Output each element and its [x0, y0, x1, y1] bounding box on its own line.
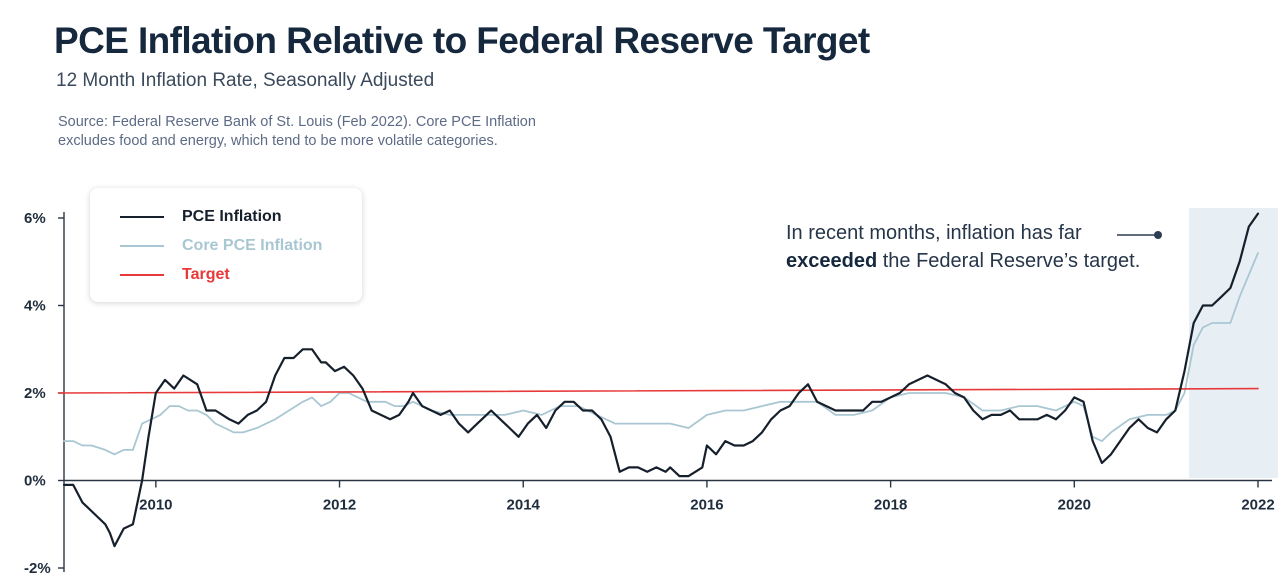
target-line [57, 387, 1259, 394]
source-note-line-1: Source: Federal Reserve Bank of St. Loui… [58, 114, 536, 130]
y-tick-label: 4% [24, 298, 46, 315]
legend-swatch-core-pce [120, 245, 164, 247]
y-tick-label: -2% [24, 560, 51, 577]
x-tick-label: 2020 [1058, 497, 1091, 514]
source-note: Source: Federal Reserve Bank of St. Loui… [58, 113, 618, 151]
annotation-connector-dot [1154, 231, 1162, 239]
chart-title: PCE Inflation Relative to Federal Reserv… [54, 20, 870, 61]
annotation-callout: In recent months, inflation has far exce… [786, 219, 1166, 275]
annotation-line-2: the Federal Reserve’s target. [877, 250, 1141, 272]
x-tick-label: 2018 [874, 497, 907, 514]
x-tick-label: 2022 [1241, 497, 1274, 514]
legend-label-target: Target [182, 266, 230, 283]
x-tick-label: 2010 [139, 497, 172, 514]
y-tick-label: 6% [24, 210, 46, 227]
recent-months-highlight [1189, 208, 1278, 478]
axes: -2% 0% 2% 4% 6% 2010 2012 2014 2016 2018 2020 2022 [24, 210, 1275, 577]
x-tick-label: 2016 [690, 497, 723, 514]
legend-item-core-pce: Core PCE Inflation [120, 236, 322, 256]
legend-label-core-pce: Core PCE Inflation [182, 237, 323, 254]
legend-label-pce: PCE Inflation [182, 208, 282, 225]
highlight-layer [1189, 208, 1278, 478]
annotation-layer [1117, 231, 1162, 239]
annotation-line-1: In recent months, inflation has far [786, 222, 1082, 244]
x-tick-label: 2012 [323, 497, 356, 514]
legend: PCE Inflation Core PCE Inflation Target [90, 188, 362, 302]
legend-swatch-target [120, 274, 164, 276]
annotation-emphasis: exceeded [786, 250, 878, 272]
legend-item-pce: PCE Inflation [120, 207, 282, 227]
legend-swatch-pce [120, 216, 164, 218]
y-tick-label: 0% [24, 473, 46, 490]
y-tick-label: 2% [24, 385, 46, 402]
x-tick-label: 2014 [507, 497, 541, 514]
chart-subtitle: 12 Month Inflation Rate, Seasonally Adju… [56, 70, 435, 91]
source-note-line-2: excludes food and energy, which tend to … [58, 133, 498, 149]
series-layer [57, 212, 1260, 548]
legend-item-target: Target [120, 265, 230, 285]
pce-inflation-line [62, 212, 1260, 548]
